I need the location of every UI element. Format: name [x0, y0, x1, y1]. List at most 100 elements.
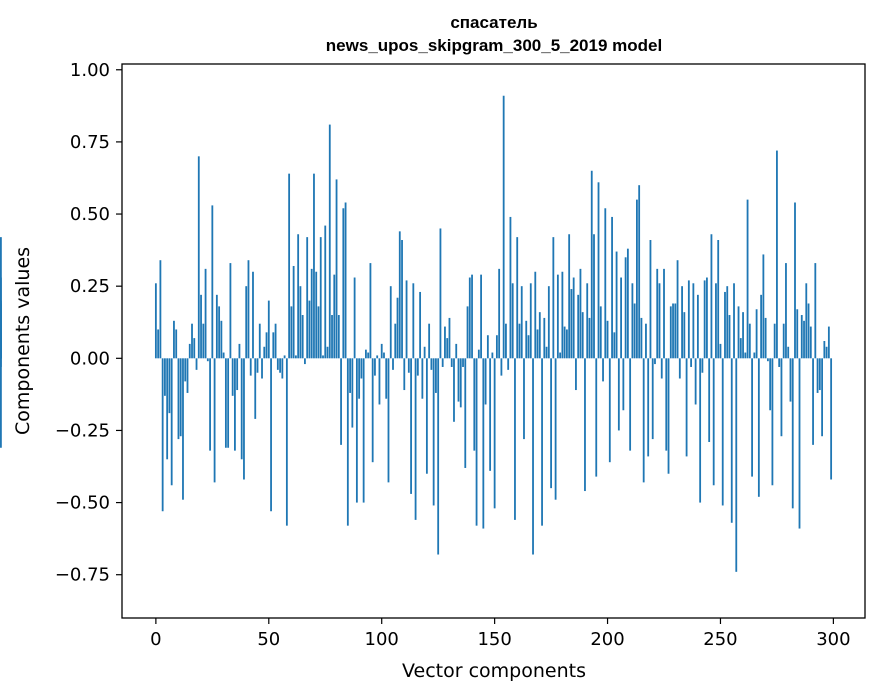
bar — [525, 320, 528, 359]
bar — [588, 317, 591, 359]
bar — [796, 309, 799, 359]
bar — [489, 358, 492, 471]
bar — [656, 268, 659, 359]
bar — [690, 358, 693, 367]
bar — [337, 315, 340, 359]
bar — [701, 358, 704, 373]
bar — [265, 332, 268, 359]
bar — [378, 358, 381, 405]
bar — [789, 358, 792, 402]
bar — [559, 352, 562, 359]
bar — [563, 326, 566, 359]
y-tick-label: 0.25 — [70, 276, 110, 297]
bar — [159, 260, 162, 359]
bar — [457, 358, 460, 402]
bar — [240, 358, 243, 460]
bar — [550, 358, 552, 489]
bar — [645, 323, 647, 359]
bar — [699, 358, 702, 503]
bar — [477, 349, 480, 359]
bar — [204, 268, 207, 359]
bar — [475, 358, 478, 526]
bar — [721, 358, 724, 506]
bar — [717, 240, 720, 359]
bar — [654, 358, 656, 365]
bar — [299, 286, 302, 359]
bar — [437, 358, 440, 555]
bar — [608, 358, 611, 463]
bar — [615, 251, 618, 359]
bar — [552, 237, 555, 359]
bar — [667, 358, 670, 474]
bar — [724, 291, 726, 359]
bar — [416, 358, 419, 376]
bar — [712, 358, 715, 486]
bar — [222, 352, 225, 359]
bar — [633, 303, 636, 359]
y-tick-label: 0.75 — [70, 132, 110, 153]
plot-frame — [121, 63, 866, 619]
bar — [663, 268, 665, 359]
bar — [448, 317, 451, 359]
bar — [782, 323, 785, 359]
bar — [403, 358, 406, 391]
bar — [753, 352, 756, 359]
bar — [369, 263, 372, 359]
bar — [290, 306, 293, 359]
bar — [771, 358, 774, 486]
bar — [812, 358, 814, 445]
y-tick-label: 0.50 — [70, 204, 110, 225]
bar — [595, 358, 598, 477]
bar — [505, 323, 507, 359]
bar — [353, 277, 356, 359]
bar — [818, 358, 821, 391]
bar — [545, 346, 548, 359]
bar — [708, 358, 711, 442]
bars-group — [0, 95, 833, 572]
bar — [0, 338, 2, 359]
bar — [256, 358, 259, 373]
y-axis-label: Components values — [12, 247, 34, 435]
bar — [509, 216, 512, 359]
bar — [360, 358, 363, 379]
bar — [748, 323, 751, 359]
bar — [398, 231, 401, 359]
x-tick-label: 100 — [365, 629, 399, 650]
bar — [807, 303, 810, 359]
bar — [570, 289, 573, 359]
bar — [0, 358, 2, 367]
bar — [301, 315, 304, 359]
bar — [258, 323, 261, 359]
bar — [238, 343, 241, 359]
bar — [218, 306, 221, 359]
bar — [374, 358, 376, 376]
bar — [719, 343, 722, 359]
y-tick-label: −0.50 — [55, 493, 110, 514]
bar — [261, 358, 263, 379]
bar — [733, 283, 735, 359]
bar — [554, 358, 557, 500]
bar — [480, 274, 482, 359]
bar — [491, 352, 494, 359]
bar — [154, 283, 157, 359]
bar — [279, 358, 281, 373]
bar — [263, 346, 266, 359]
bar — [742, 312, 744, 359]
bar — [401, 240, 403, 359]
bar — [380, 343, 383, 359]
bar — [220, 320, 223, 359]
bar — [543, 317, 546, 359]
bar — [527, 335, 530, 359]
bar — [365, 349, 367, 359]
y-tick-label: −0.25 — [55, 420, 110, 441]
bar — [809, 326, 812, 359]
bar — [304, 358, 306, 365]
bar — [681, 286, 683, 359]
bar — [423, 346, 426, 359]
bar — [766, 358, 769, 362]
bar — [355, 358, 358, 503]
bar — [367, 352, 370, 359]
bar — [665, 358, 668, 451]
bar — [202, 323, 205, 359]
